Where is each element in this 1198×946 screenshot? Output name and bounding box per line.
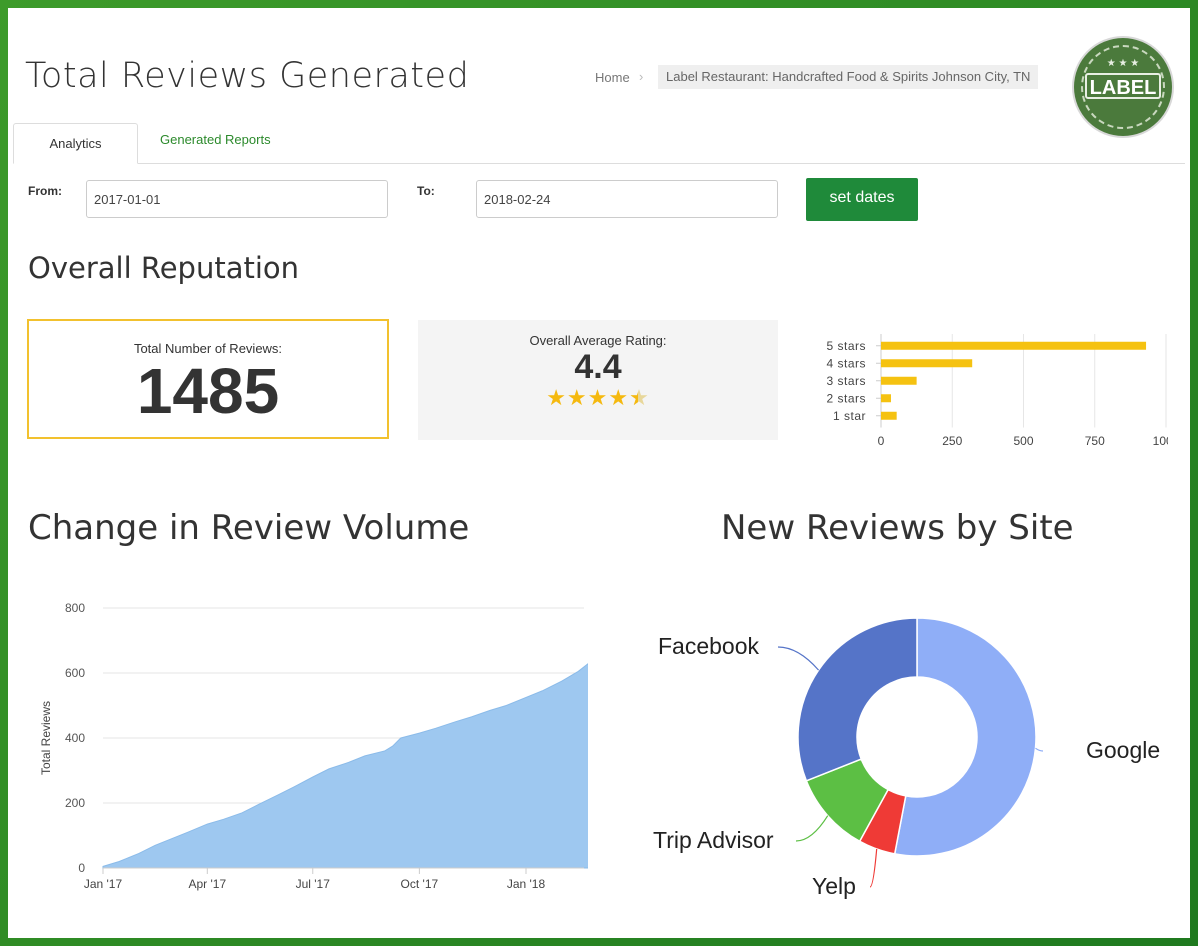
to-label: To: [417, 184, 435, 198]
bar-category-label: 1 star [833, 409, 866, 423]
logo-text: LABEL [1085, 73, 1161, 99]
rating-bar [881, 341, 1147, 350]
review-volume-chart: 0 200 400 600 800 Jan '17 Apr '17 Jul '17 Oct '1… [39, 601, 588, 891]
bar-category-label: 5 stars [826, 339, 866, 353]
rating-bar [881, 411, 897, 420]
donut-slice-label: Yelp [812, 873, 856, 899]
donut-connector [777, 646, 820, 671]
bar-x-tick-label: 0 [878, 434, 885, 448]
set-dates-button[interactable]: set dates [806, 178, 918, 221]
rating-distribution-chart: 0 250 500 750 1000 5 stars 4 stars 3 stars 2 sta… [826, 334, 1168, 448]
area-x-tick-label: Oct '17 [401, 877, 439, 891]
rating-bar [881, 394, 891, 403]
bar-category-label: 3 stars [826, 374, 866, 388]
area-y-tick-label: 200 [65, 796, 85, 810]
area-x-tick-label: Jul '17 [296, 877, 331, 891]
area-y-tick-label: 600 [65, 666, 85, 680]
bar-category-label: 4 stars [826, 356, 866, 370]
average-rating-caption: Overall Average Rating: [529, 333, 667, 348]
area-y-axis-label: Total Reviews [39, 701, 53, 775]
bar-x-tick-label: 1000 [1153, 434, 1168, 448]
reviews-by-site-title: New Reviews by Site [721, 508, 1074, 548]
logo-ring [1081, 45, 1165, 129]
logo-stars-icon: ★ ★ ★ [1106, 58, 1140, 69]
tab-analytics[interactable]: Analytics [13, 123, 138, 164]
donut-slice [797, 617, 918, 782]
page-title: Total Reviews Generated [25, 56, 470, 96]
donut-slice [893, 617, 1037, 857]
bar-x-tick-label: 250 [942, 434, 962, 448]
from-date-input[interactable]: 2017-01-01 [86, 180, 388, 218]
total-reviews-caption: Total Number of Reviews: [133, 341, 283, 356]
total-reviews-card: Total Number of Reviews: 1485 [27, 319, 389, 439]
donut-slice-label: Trip Advisor [653, 827, 774, 853]
bar-category-label: 2 stars [826, 391, 866, 405]
breadcrumb-current: Label Restaurant: Handcrafted Food & Spi… [658, 65, 1039, 89]
rating-stars-icon: ★★★★★★ [546, 385, 650, 410]
donut-connector [795, 815, 829, 842]
breadcrumb-separator-icon: › [639, 69, 644, 84]
area-x-tick-label: Apr '17 [188, 877, 226, 891]
review-volume-area [102, 663, 588, 869]
donut-slice-label: Facebook [658, 633, 760, 659]
dashboard: Total Reviews Generated Home › Label Res… [8, 8, 1190, 938]
average-rating-card: Overall Average Rating: 4.4 ★★★★★★ [418, 320, 778, 440]
bar-x-tick-label: 750 [1085, 434, 1105, 448]
tabs-divider [13, 163, 1185, 164]
area-x-tick-label: Jan '17 [84, 877, 123, 891]
area-x-tick-label: Jan '18 [507, 877, 546, 891]
breadcrumb-home-link[interactable]: Home [595, 70, 630, 85]
overall-reputation-title: Overall Reputation [28, 251, 300, 285]
total-reviews-value: 1485 [136, 355, 280, 427]
area-y-tick-label: 800 [65, 601, 85, 615]
donut-connector [1035, 747, 1044, 752]
rating-bar [881, 359, 973, 368]
reviews-by-site-chart: Google Yelp Trip Advisor Facebook [653, 617, 1160, 899]
average-rating-value: 4.4 [574, 348, 622, 386]
from-label: From: [28, 184, 62, 198]
to-date-input[interactable]: 2018-02-24 [476, 180, 778, 218]
rating-bar [881, 376, 917, 385]
donut-connector [869, 848, 878, 888]
review-volume-title: Change in Review Volume [28, 508, 470, 548]
restaurant-logo: ★ ★ ★ LABEL [1074, 38, 1172, 136]
area-y-tick-label: 400 [65, 731, 85, 745]
area-y-tick-label: 0 [78, 861, 85, 875]
bar-x-tick-label: 500 [1013, 434, 1033, 448]
donut-slice-label: Google [1086, 737, 1160, 763]
tab-generated-reports[interactable]: Generated Reports [160, 132, 271, 147]
